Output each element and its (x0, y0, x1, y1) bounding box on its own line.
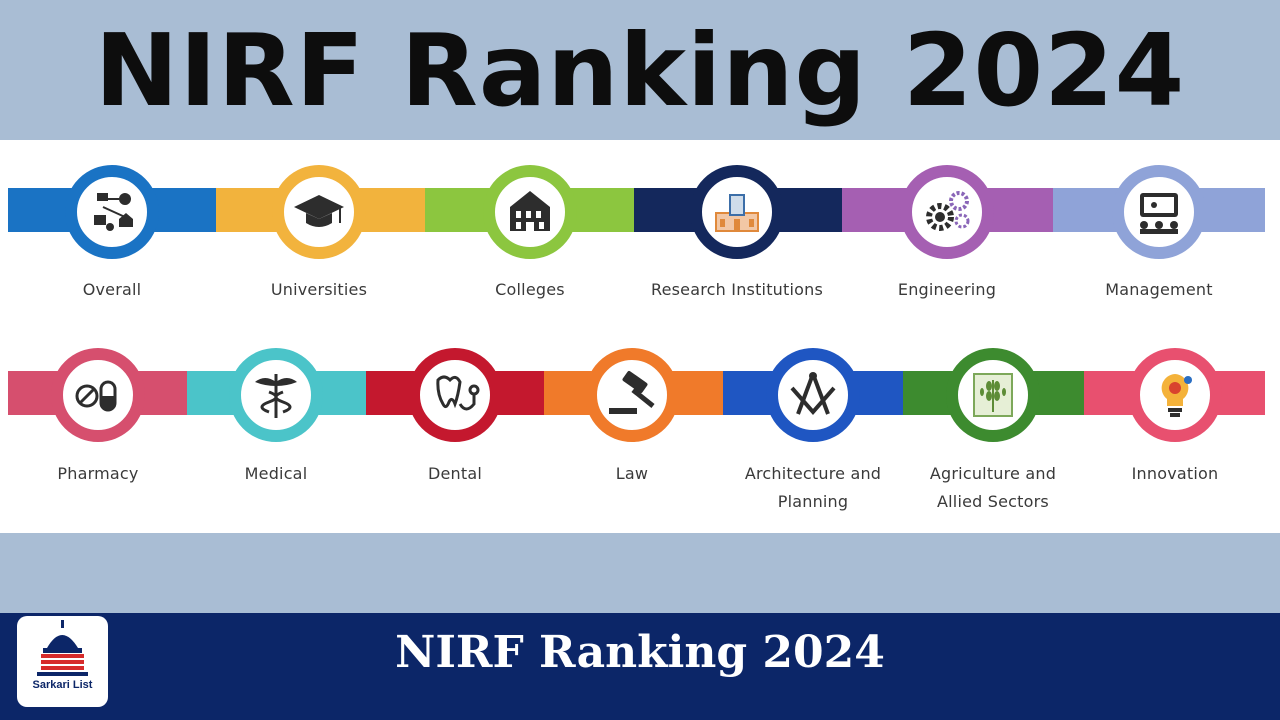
building-icon (510, 191, 550, 231)
category-circle-universities[interactable] (272, 165, 366, 259)
logo-text: Sarkari List (32, 679, 93, 691)
category-label: Law (615, 464, 649, 483)
category-circle-management[interactable] (1112, 165, 1206, 259)
tooth-stethoscope-icon (436, 375, 480, 411)
page-title: NIRF Ranking 2024 (94, 12, 1186, 129)
category-label: Management (1105, 280, 1213, 299)
category-label: Research Institutions (651, 280, 823, 299)
category-label-line: Agriculture and (929, 464, 1057, 483)
category-label: Dental (427, 464, 483, 483)
wheat-icon (973, 373, 1013, 417)
category-label-line: Allied Sectors (937, 492, 1049, 511)
category-label: Engineering (897, 280, 997, 299)
category-circle-research-institutions[interactable] (690, 165, 784, 259)
capitol-dome-icon (37, 620, 88, 676)
presentation-icon (1140, 193, 1178, 234)
category-circle-agriculture-and-allied-sectors[interactable] (946, 348, 1040, 442)
category-circle-dental[interactable] (408, 348, 502, 442)
category-label-line: Planning (777, 492, 849, 511)
category-circle-medical[interactable] (229, 348, 323, 442)
category-label: Colleges (495, 280, 565, 299)
category-circle-pharmacy[interactable] (51, 348, 145, 442)
pill-icon (75, 380, 117, 412)
category-label: Architecture and Planning (718, 460, 908, 516)
footer-banner: NIRF Ranking 2024 Sarkari List (0, 613, 1280, 720)
category-label: Innovation (1131, 464, 1219, 483)
category-label: Universities (270, 280, 368, 299)
graduation-cap-icon (294, 195, 344, 227)
category-circle-law[interactable] (585, 348, 679, 442)
gears-icon (926, 191, 970, 231)
category-circle-architecture-and-planning[interactable] (766, 348, 860, 442)
category-circle-overall[interactable] (65, 165, 159, 259)
category-label: Pharmacy (57, 464, 139, 483)
sarkari-list-logo: Sarkari List (17, 616, 108, 707)
category-circle-engineering[interactable] (900, 165, 994, 259)
gavel-icon (609, 370, 655, 414)
lightbulb-icon (1161, 374, 1192, 417)
categories-panel: Overall Universities Colleges Research Inst… (0, 140, 1280, 533)
category-label-line: Architecture and (744, 464, 882, 483)
category-circle-innovation[interactable] (1128, 348, 1222, 442)
category-label: Medical (244, 464, 308, 483)
category-band-row-1 (8, 188, 1265, 232)
research-building-icon (715, 194, 759, 232)
compass-square-icon (790, 372, 836, 416)
network-icon (94, 193, 133, 231)
caduceus-icon (255, 374, 297, 418)
category-label: Agriculture and Allied Sectors (898, 460, 1088, 516)
footer-title: NIRF Ranking 2024 (395, 627, 885, 678)
category-label: Overall (82, 280, 142, 299)
category-circle-colleges[interactable] (483, 165, 577, 259)
